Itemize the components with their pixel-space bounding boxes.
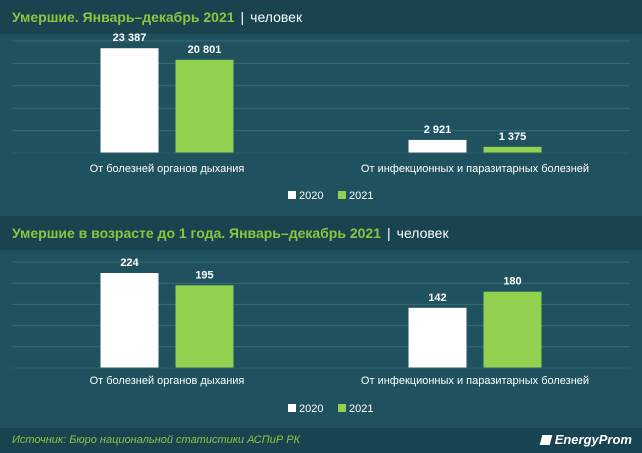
bar-2021-1 bbox=[175, 59, 234, 153]
chart-unit-1: человек bbox=[250, 9, 303, 25]
bar-chart-2: 224 195 От болезней органов дыхания 142 180 О… bbox=[12, 257, 630, 415]
bar-2021-2 bbox=[483, 146, 542, 153]
bar-2021-2 bbox=[483, 291, 542, 368]
legend-swatch-2020 bbox=[288, 404, 296, 412]
legend-swatch-2021 bbox=[338, 404, 346, 412]
logo-mark-icon bbox=[539, 435, 553, 445]
data-label: 142 bbox=[428, 292, 446, 304]
legend-label-2020: 2020 bbox=[299, 190, 323, 202]
data-label: 2 921 bbox=[424, 124, 452, 136]
legend-label-2021: 2021 bbox=[349, 190, 373, 202]
data-label: 224 bbox=[120, 257, 139, 269]
bar-2020-2 bbox=[408, 307, 467, 368]
footer: Источник: Бюро национальной статистики А… bbox=[0, 428, 642, 453]
category-label: От инфекционных и паразитарных болезней bbox=[361, 375, 589, 387]
legend-label-2021: 2021 bbox=[349, 403, 373, 415]
chart-unit-2: человек bbox=[396, 225, 449, 241]
chart-panel-1: Умершие. Январь–декабрь 2021 | человек 23 … bbox=[0, 0, 642, 214]
data-label: 1 375 bbox=[499, 131, 527, 143]
bar-chart-1: 23 387 20 801 От болезней органов дыхания 2… bbox=[12, 32, 630, 202]
chart-header-1: Умершие. Январь–декабрь 2021 | человек bbox=[0, 0, 642, 34]
bar-2021-1 bbox=[175, 285, 234, 368]
bar-2020-1 bbox=[100, 48, 159, 153]
chart-title-2-text: Умершие в возрасте до 1 года. Январь–дек… bbox=[12, 225, 382, 241]
bar-2020-2 bbox=[408, 139, 467, 153]
title-separator-2: | bbox=[387, 225, 391, 241]
category-label: От болезней органов дыхания bbox=[90, 375, 245, 387]
data-label: 180 bbox=[503, 276, 521, 288]
logo-text: EnergyProm bbox=[554, 432, 632, 447]
legend-swatch-2021 bbox=[338, 191, 346, 199]
legend-swatch-2020 bbox=[288, 191, 296, 199]
title-separator-1: | bbox=[240, 9, 245, 25]
data-label: 20 801 bbox=[188, 44, 222, 56]
data-label: 23 387 bbox=[113, 32, 147, 44]
bar-2020-1 bbox=[100, 273, 159, 368]
category-label: От болезней органов дыхания bbox=[90, 163, 245, 175]
source-note: Источник: Бюро национальной статистики А… bbox=[12, 434, 301, 446]
chart-title-1: Умершие. Январь–декабрь 2021 | человек bbox=[12, 9, 302, 25]
chart-panel-2: Умершие в возрасте до 1 года. Январь–дек… bbox=[0, 214, 642, 428]
chart-title-2: Умершие в возрасте до 1 года. Январь–дек… bbox=[12, 225, 449, 241]
category-label: От инфекционных и паразитарных болезней bbox=[361, 163, 589, 175]
chart-header-2: Умершие в возрасте до 1 года. Январь–дек… bbox=[0, 216, 642, 250]
energyprom-logo: EnergyProm bbox=[539, 432, 632, 447]
data-label: 195 bbox=[195, 269, 213, 281]
chart-title-1-text: Умершие. Январь–декабрь 2021 bbox=[12, 9, 235, 25]
legend-label-2020: 2020 bbox=[299, 403, 323, 415]
